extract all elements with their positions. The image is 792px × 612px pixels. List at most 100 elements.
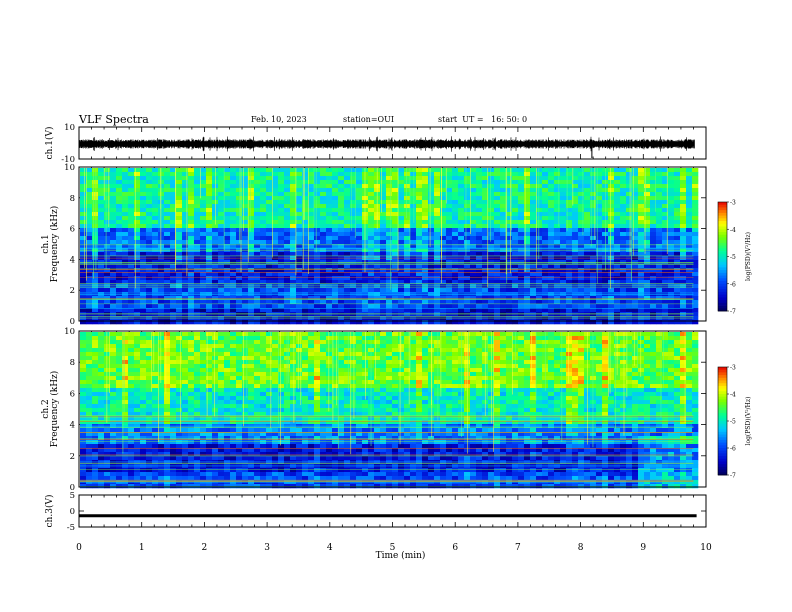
spectrogram-cell (632, 296, 639, 301)
spectrogram-cell (122, 188, 129, 193)
spectrogram-cell (164, 284, 171, 289)
spectrogram-cell (110, 212, 117, 217)
spectrogram-cell (224, 200, 231, 205)
spectrogram-cell (212, 320, 219, 325)
spectrogram-cell (122, 232, 129, 237)
spectrogram-cell (176, 172, 183, 177)
spectrogram-cell (440, 212, 447, 217)
ch2-spectrogram-ylabel: Frequency (kHz) (49, 371, 60, 448)
spectrogram-cell (80, 348, 87, 353)
spectrogram-cell (524, 296, 531, 301)
spectrogram-cell (494, 180, 501, 185)
spectrogram-cell (182, 320, 189, 325)
spectrogram-cell (122, 268, 129, 273)
spectrogram-cell (314, 196, 321, 201)
spectrogram-cell (674, 180, 681, 185)
spectrogram-cell (218, 204, 225, 209)
spectrogram-cell (188, 176, 195, 181)
spectrogram-cell (230, 192, 237, 197)
spectrogram-cell (170, 188, 177, 193)
spectrogram-cell (332, 212, 339, 217)
spectrogram-cell (512, 220, 519, 225)
spectrogram-cell (86, 380, 93, 385)
spectrogram-cell (194, 212, 201, 217)
spectrogram-cell (662, 212, 669, 217)
spectrogram-cell (662, 236, 669, 241)
spectrogram-cell (674, 236, 681, 241)
spectrogram-cell (692, 168, 699, 173)
spectrogram-cell (350, 224, 357, 229)
spectrogram-cell (476, 320, 483, 325)
spectrogram-cell (656, 200, 663, 205)
spectrogram-cell (614, 276, 621, 281)
spectrogram-cell (224, 280, 231, 285)
spectrogram-cell (428, 208, 435, 213)
spectrogram-cell (164, 200, 171, 205)
spectrogram-cell (398, 252, 405, 257)
spectrogram-cell (290, 192, 297, 197)
spectrogram-cell (692, 292, 699, 297)
spectrogram-cell (146, 276, 153, 281)
spectrogram-cell (80, 352, 87, 357)
spectrogram-cell (356, 244, 363, 249)
spectrogram-cell (302, 224, 309, 229)
spectrogram-cell (632, 288, 639, 293)
spectrogram-cell (122, 344, 129, 349)
spectrogram-cell (632, 304, 639, 309)
spectrogram-cell (128, 216, 135, 221)
spectrogram-cell (566, 296, 573, 301)
spectrogram-cell (536, 208, 543, 213)
spectrogram-cell (446, 176, 453, 181)
spectrogram-cell (134, 308, 141, 313)
spectrogram-cell (410, 220, 417, 225)
spectrogram-cell (110, 168, 117, 173)
spectrogram-cell (554, 272, 561, 277)
spectrogram-cell (566, 252, 573, 257)
spectrogram-cell (536, 240, 543, 245)
spectrogram-cell (344, 288, 351, 293)
spectrogram-cell (500, 276, 507, 281)
spectrogram-cell (566, 272, 573, 277)
spectrogram-cell (638, 200, 645, 205)
spectrogram-cell (98, 224, 105, 229)
spectrogram-cell (530, 168, 537, 173)
spectrogram-cell (170, 200, 177, 205)
spectrogram-cell (230, 212, 237, 217)
spectrogram-cell (230, 200, 237, 205)
spectrogram-cell (638, 184, 645, 189)
y-tick-label: 10 (64, 123, 75, 133)
spectrogram-cell (200, 264, 207, 269)
spectrogram-cell (272, 268, 279, 273)
spectrogram-cell (392, 272, 399, 277)
spectrogram-cell (434, 308, 441, 313)
spectrogram-cell (530, 280, 537, 285)
spectrogram-cell (512, 300, 519, 305)
spectrogram-cell (656, 252, 663, 257)
spectrogram-cell (548, 300, 555, 305)
spectrogram-cell (290, 272, 297, 277)
spectrogram-cell (80, 268, 87, 273)
spectrogram-cell (146, 240, 153, 245)
spectrogram-cell (170, 304, 177, 309)
spectrogram-cell (284, 232, 291, 237)
spectrogram-cell (128, 188, 135, 193)
spectrogram-cell (146, 232, 153, 237)
spectrogram-cell (488, 320, 495, 325)
spectrogram-cell (104, 220, 111, 225)
spectrogram-cell (464, 180, 471, 185)
spectrogram-cell (350, 184, 357, 189)
spectrogram-cell (440, 264, 447, 269)
spectrogram-cell (98, 416, 105, 421)
spectrogram-cell (404, 188, 411, 193)
spectrogram-cell (620, 240, 627, 245)
spectrogram-cell (128, 252, 135, 257)
spectrogram-cell (272, 176, 279, 181)
spectrogram-cell (206, 196, 213, 201)
spectrogram-cell (98, 364, 105, 369)
colorbar-tick-label: -7 (730, 309, 736, 316)
spectrogram-cell (278, 304, 285, 309)
spectrogram-cell (80, 432, 87, 437)
spectrogram-cell (560, 276, 567, 281)
spectrogram-cell (608, 212, 615, 217)
spectrogram-cell (152, 280, 159, 285)
